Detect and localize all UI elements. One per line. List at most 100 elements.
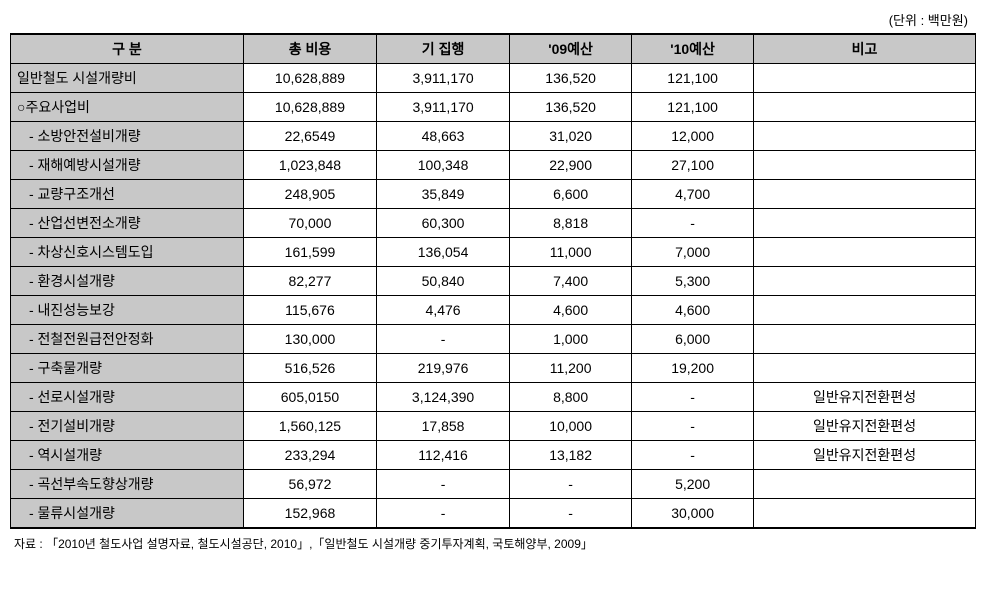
cell-note bbox=[754, 209, 976, 238]
table-container: (단위 : 백만원) 구 분 총 비용 기 집행 '09예산 '10예산 비고 … bbox=[10, 10, 976, 552]
table-row: - 전기설비개량1,560,12517,85810,000-일반유지전환편성 bbox=[11, 412, 976, 441]
cell-value: - bbox=[377, 470, 510, 499]
cell-value: 152,968 bbox=[243, 499, 376, 529]
table-row: - 산업선변전소개량70,00060,3008,818- bbox=[11, 209, 976, 238]
cell-value: - bbox=[632, 412, 754, 441]
cell-value: 6,000 bbox=[632, 325, 754, 354]
header-budget-10: '10예산 bbox=[632, 34, 754, 64]
cell-value: - bbox=[377, 499, 510, 529]
table-row: - 환경시설개량82,27750,8407,4005,300 bbox=[11, 267, 976, 296]
cell-note bbox=[754, 470, 976, 499]
cell-value: 121,100 bbox=[632, 64, 754, 93]
cell-value: 1,023,848 bbox=[243, 151, 376, 180]
cell-value: 82,277 bbox=[243, 267, 376, 296]
cell-value: 7,000 bbox=[632, 238, 754, 267]
cell-value: 19,200 bbox=[632, 354, 754, 383]
row-label: - 전기설비개량 bbox=[11, 412, 244, 441]
cell-value: - bbox=[377, 325, 510, 354]
header-total-cost: 총 비용 bbox=[243, 34, 376, 64]
cell-note bbox=[754, 325, 976, 354]
cell-value: 6,600 bbox=[510, 180, 632, 209]
cell-note bbox=[754, 64, 976, 93]
table-row: 일반철도 시설개량비10,628,8893,911,170136,520121,… bbox=[11, 64, 976, 93]
cell-note bbox=[754, 499, 976, 529]
table-row: - 선로시설개량605,01503,124,3908,800-일반유지전환편성 bbox=[11, 383, 976, 412]
cell-value: - bbox=[632, 209, 754, 238]
table-body: 일반철도 시설개량비10,628,8893,911,170136,520121,… bbox=[11, 64, 976, 529]
cell-note bbox=[754, 296, 976, 325]
row-label: 일반철도 시설개량비 bbox=[11, 64, 244, 93]
row-label: - 역시설개량 bbox=[11, 441, 244, 470]
cell-value: 136,520 bbox=[510, 64, 632, 93]
cell-value: 10,628,889 bbox=[243, 64, 376, 93]
header-executed: 기 집행 bbox=[377, 34, 510, 64]
cell-value: - bbox=[632, 383, 754, 412]
header-note: 비고 bbox=[754, 34, 976, 64]
cell-value: 112,416 bbox=[377, 441, 510, 470]
row-label: - 재해예방시설개량 bbox=[11, 151, 244, 180]
row-label: - 내진성능보강 bbox=[11, 296, 244, 325]
table-row: - 교량구조개선248,90535,8496,6004,700 bbox=[11, 180, 976, 209]
row-label: - 산업선변전소개량 bbox=[11, 209, 244, 238]
header-budget-09: '09예산 bbox=[510, 34, 632, 64]
cell-value: 12,000 bbox=[632, 122, 754, 151]
cell-note bbox=[754, 354, 976, 383]
cell-note bbox=[754, 151, 976, 180]
cell-value: 1,000 bbox=[510, 325, 632, 354]
cell-note: 일반유지전환편성 bbox=[754, 383, 976, 412]
source-text: 자료 : 「2010년 철도사업 설명자료, 철도시설공단, 2010」,「일반… bbox=[10, 535, 976, 552]
cell-value: 219,976 bbox=[377, 354, 510, 383]
row-label: - 차상신호시스템도입 bbox=[11, 238, 244, 267]
table-row: - 역시설개량233,294112,41613,182-일반유지전환편성 bbox=[11, 441, 976, 470]
cell-value: 17,858 bbox=[377, 412, 510, 441]
row-label: - 선로시설개량 bbox=[11, 383, 244, 412]
cell-value: 50,840 bbox=[377, 267, 510, 296]
cell-note bbox=[754, 122, 976, 151]
header-category: 구 분 bbox=[11, 34, 244, 64]
data-table: 구 분 총 비용 기 집행 '09예산 '10예산 비고 일반철도 시설개량비1… bbox=[10, 33, 976, 529]
cell-value: 4,700 bbox=[632, 180, 754, 209]
row-label: - 곡선부속도향상개량 bbox=[11, 470, 244, 499]
cell-value: 516,526 bbox=[243, 354, 376, 383]
cell-value: 136,054 bbox=[377, 238, 510, 267]
row-label: - 구축물개량 bbox=[11, 354, 244, 383]
cell-value: 161,599 bbox=[243, 238, 376, 267]
cell-value: 11,000 bbox=[510, 238, 632, 267]
cell-value: 4,600 bbox=[632, 296, 754, 325]
cell-value: 121,100 bbox=[632, 93, 754, 122]
table-row: - 재해예방시설개량1,023,848100,34822,90027,100 bbox=[11, 151, 976, 180]
row-label: ○주요사업비 bbox=[11, 93, 244, 122]
cell-value: 3,911,170 bbox=[377, 64, 510, 93]
cell-value: 5,200 bbox=[632, 470, 754, 499]
cell-value: 4,476 bbox=[377, 296, 510, 325]
cell-value: - bbox=[510, 470, 632, 499]
cell-value: 11,200 bbox=[510, 354, 632, 383]
unit-label: (단위 : 백만원) bbox=[10, 10, 976, 29]
cell-note bbox=[754, 180, 976, 209]
table-row: ○주요사업비10,628,8893,911,170136,520121,100 bbox=[11, 93, 976, 122]
table-row: - 내진성능보강115,6764,4764,6004,600 bbox=[11, 296, 976, 325]
cell-value: 3,124,390 bbox=[377, 383, 510, 412]
table-row: - 전철전원급전안정화130,000-1,0006,000 bbox=[11, 325, 976, 354]
cell-value: 5,300 bbox=[632, 267, 754, 296]
table-row: - 곡선부속도향상개량56,972--5,200 bbox=[11, 470, 976, 499]
cell-value: 4,600 bbox=[510, 296, 632, 325]
cell-value: 27,100 bbox=[632, 151, 754, 180]
table-row: - 물류시설개량152,968--30,000 bbox=[11, 499, 976, 529]
row-label: - 소방안전설비개량 bbox=[11, 122, 244, 151]
table-header-row: 구 분 총 비용 기 집행 '09예산 '10예산 비고 bbox=[11, 34, 976, 64]
cell-value: 31,020 bbox=[510, 122, 632, 151]
table-row: - 차상신호시스템도입161,599136,05411,0007,000 bbox=[11, 238, 976, 267]
row-label: - 교량구조개선 bbox=[11, 180, 244, 209]
cell-value: 30,000 bbox=[632, 499, 754, 529]
cell-note bbox=[754, 238, 976, 267]
cell-value: - bbox=[632, 441, 754, 470]
cell-value: 22,900 bbox=[510, 151, 632, 180]
table-row: - 구축물개량516,526219,97611,20019,200 bbox=[11, 354, 976, 383]
cell-note: 일반유지전환편성 bbox=[754, 412, 976, 441]
cell-value: 22,6549 bbox=[243, 122, 376, 151]
cell-value: 48,663 bbox=[377, 122, 510, 151]
cell-value: 8,818 bbox=[510, 209, 632, 238]
cell-value: 136,520 bbox=[510, 93, 632, 122]
cell-value: 10,000 bbox=[510, 412, 632, 441]
